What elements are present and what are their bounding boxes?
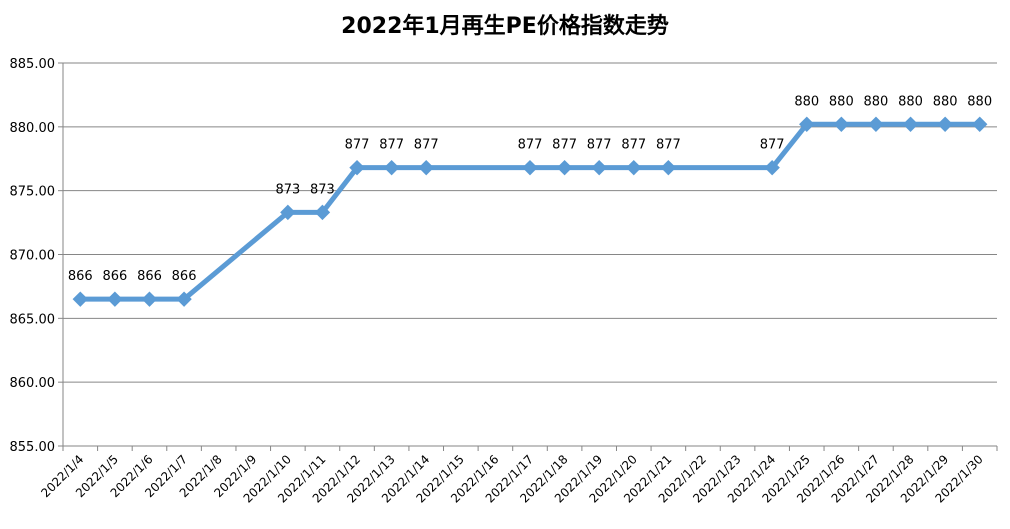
data-point	[591, 159, 607, 176]
data-label: 877	[760, 138, 785, 153]
data-point	[141, 291, 158, 307]
y-tick-label: 865.00	[10, 312, 56, 327]
data-point	[833, 116, 850, 132]
grid-lines	[63, 62, 997, 383]
data-point	[280, 204, 296, 221]
data-point	[383, 159, 400, 176]
y-tick-label: 860.00	[10, 376, 56, 391]
data-label: 880	[794, 94, 819, 109]
data-label: 877	[587, 138, 612, 153]
y-tick-label: 885.00	[10, 57, 56, 72]
data-label: 880	[829, 94, 854, 109]
data-point	[556, 159, 573, 176]
data-label: 880	[967, 94, 992, 109]
data-point	[660, 159, 677, 176]
data-points	[72, 116, 988, 307]
data-point	[764, 159, 780, 176]
data-point	[626, 159, 642, 176]
data-point	[314, 204, 331, 221]
y-tick-label: 870.00	[10, 249, 56, 264]
chart-title: 2022年1月再生PE价格指数走势	[341, 14, 669, 39]
data-point	[176, 291, 192, 307]
data-label: 866	[102, 269, 127, 284]
data-point	[522, 159, 538, 176]
data-label: 880	[933, 94, 958, 109]
data-label: 877	[621, 138, 646, 153]
data-label: 866	[68, 269, 93, 284]
data-label: 880	[864, 94, 889, 109]
y-tick-label: 880.00	[10, 121, 56, 136]
data-point	[868, 116, 884, 132]
data-labels: 866 866 866 866 873 873 877 877 877 877 877 877 877 8…	[68, 94, 992, 284]
axes	[58, 62, 998, 451]
y-tick-label: 875.00	[10, 185, 56, 200]
data-point	[107, 291, 123, 307]
data-point	[937, 116, 953, 132]
data-label: 877	[518, 138, 543, 153]
data-point	[971, 116, 988, 132]
data-point	[799, 116, 815, 132]
data-point	[418, 159, 434, 176]
data-label: 877	[552, 138, 577, 153]
data-label: 877	[414, 138, 439, 153]
data-label: 880	[898, 94, 923, 109]
data-label: 873	[310, 182, 335, 197]
data-label: 866	[172, 269, 197, 284]
data-point	[72, 291, 89, 307]
data-label: 877	[656, 138, 681, 153]
y-tick-labels: 855.00 860.00 865.00 870.00 875.00 880.00 885.…	[10, 57, 56, 455]
data-label: 877	[379, 138, 404, 153]
data-label: 873	[275, 182, 300, 197]
x-tick-labels: 2022/1/42022/1/52022/1/62022/1/72022/1/8…	[38, 452, 985, 505]
y-tick-label: 855.00	[10, 440, 56, 455]
data-point	[902, 116, 919, 132]
data-label: 877	[345, 138, 370, 153]
data-label: 866	[137, 269, 162, 284]
data-point	[349, 159, 365, 176]
